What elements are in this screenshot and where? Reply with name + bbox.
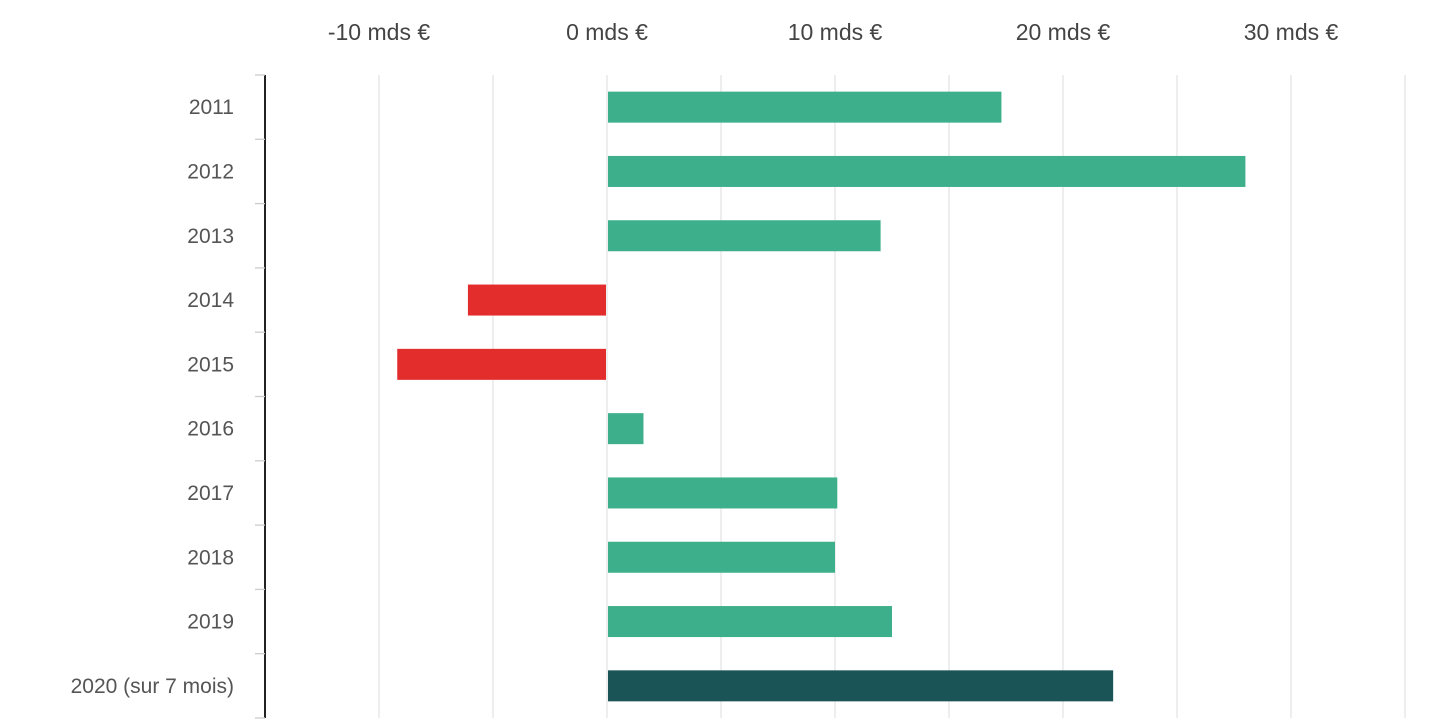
- x-tick-label: 20 mds €: [1016, 19, 1111, 45]
- x-tick-label: 0 mds €: [566, 19, 648, 45]
- category-label: 2020 (sur 7 mois): [71, 675, 234, 698]
- bar-2013: [608, 220, 881, 252]
- bar-2016: [608, 413, 644, 445]
- category-label: 2018: [187, 546, 234, 569]
- category-label: 2015: [187, 353, 234, 376]
- bar-2012: [608, 155, 1246, 187]
- x-tick-label: 10 mds €: [788, 19, 883, 45]
- category-label: 2014: [187, 289, 234, 312]
- category-label: 2016: [187, 418, 234, 441]
- bar-2020: [608, 670, 1114, 702]
- x-axis-tick-labels: -10 mds € 0 mds € 10 mds € 20 mds € 30 mds €: [328, 19, 1339, 45]
- category-label: 2011: [189, 96, 234, 119]
- bar-2018: [608, 541, 835, 573]
- x-tick-label: -10 mds €: [328, 19, 430, 45]
- bar-2011: [608, 91, 1002, 123]
- y-axis-category-labels: 2011 2012 2013 2014 2015 2016 2017 2018 2019 2020…: [71, 96, 235, 698]
- y-axis: [255, 74, 266, 719]
- bar-2014: [467, 284, 606, 316]
- bars: [397, 91, 1246, 702]
- category-label: 2012: [187, 160, 234, 183]
- category-label: 2017: [187, 482, 234, 505]
- bar-2015: [397, 348, 606, 380]
- bar-2019: [608, 606, 892, 638]
- bar-2017: [608, 477, 838, 509]
- x-tick-label: 30 mds €: [1244, 19, 1339, 45]
- category-label: 2013: [187, 225, 234, 248]
- category-label: 2019: [187, 611, 234, 634]
